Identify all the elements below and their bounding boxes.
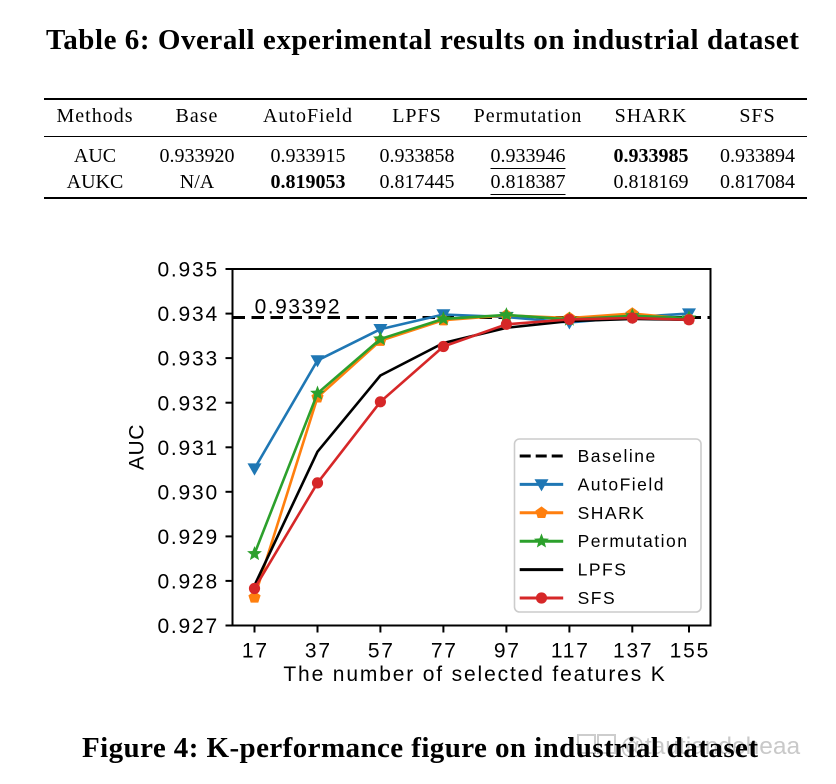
svg-text:SFS: SFS [578,588,617,608]
svg-text:37: 37 [305,639,332,662]
svg-text:0.932: 0.932 [157,392,219,415]
svg-text:0.927: 0.927 [157,615,219,638]
svg-text:0.935: 0.935 [157,259,219,282]
svg-text:0.928: 0.928 [157,571,219,594]
svg-text:0.933: 0.933 [157,348,219,371]
svg-text:0.929: 0.929 [157,526,219,549]
svg-text:Baseline: Baseline [578,446,657,466]
svg-text:SHARK: SHARK [578,503,646,523]
svg-text:The number of selected feature: The number of selected features K [283,663,666,686]
svg-text:137: 137 [613,639,653,662]
svg-text:0.93392: 0.93392 [255,296,341,319]
svg-text:155: 155 [670,639,710,662]
svg-text:57: 57 [368,639,395,662]
svg-text:117: 117 [551,639,590,662]
svg-text:97: 97 [494,639,521,662]
svg-text:AUC: AUC [126,424,149,470]
svg-text:LPFS: LPFS [578,560,628,580]
svg-text:77: 77 [431,639,458,662]
svg-text:17: 17 [242,639,269,662]
svg-text:Permutation: Permutation [578,531,689,551]
svg-text:AutoField: AutoField [578,474,665,494]
svg-text:0.934: 0.934 [157,303,219,326]
svg-text:0.930: 0.930 [157,481,219,504]
svg-text:0.931: 0.931 [157,437,219,460]
